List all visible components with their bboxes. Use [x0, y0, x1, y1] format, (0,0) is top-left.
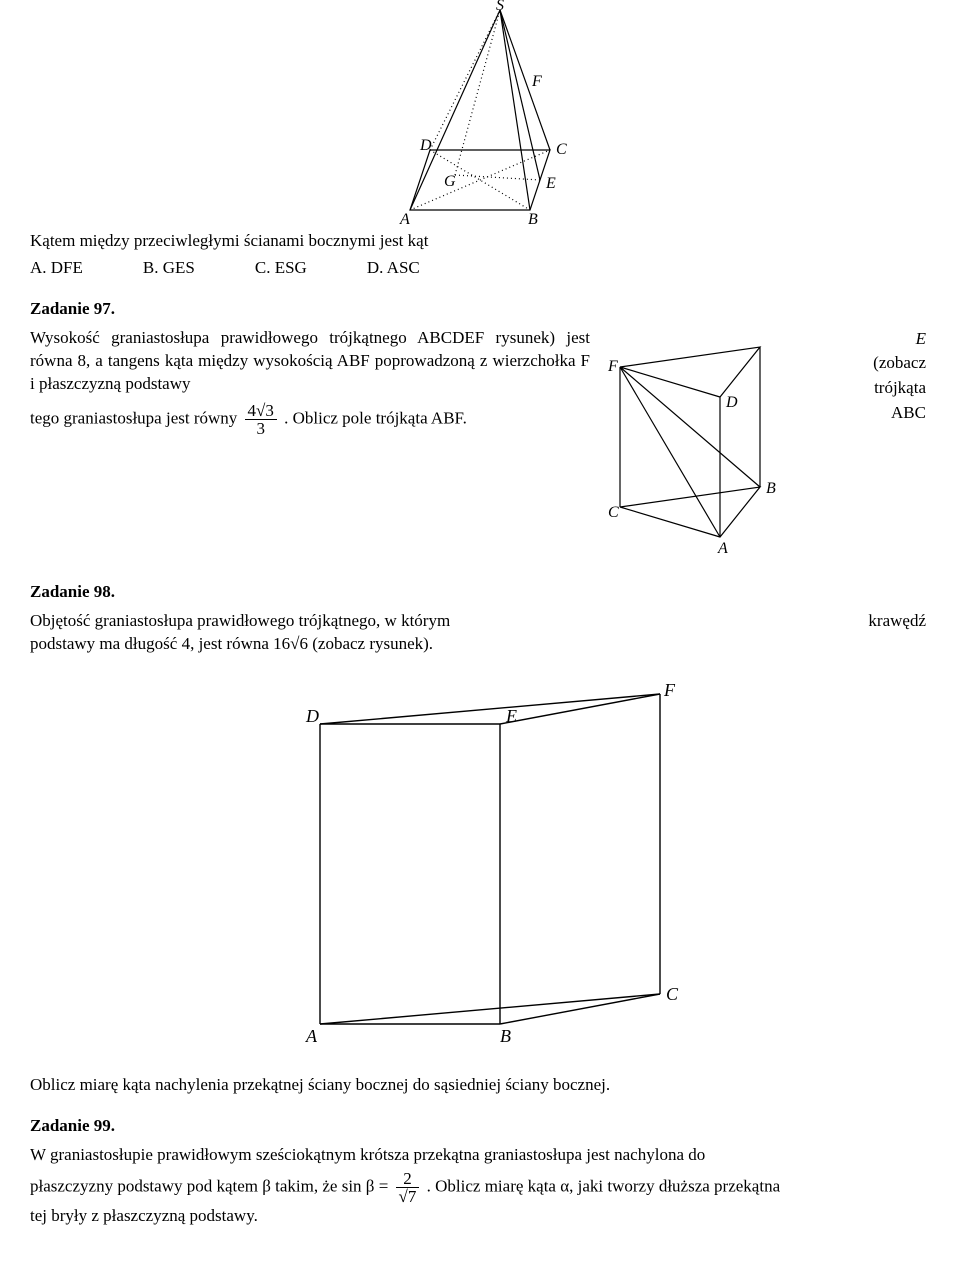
- p98-label-C: C: [666, 984, 679, 1004]
- p97-label-A: A: [717, 540, 728, 557]
- z97-heading: Zadanie 97.: [30, 298, 930, 321]
- figure-pyramid: S F D C G E A B: [360, 0, 600, 230]
- label-D: D: [419, 137, 432, 154]
- p98-label-B: B: [500, 1026, 511, 1046]
- figure-prism-97: F D C B A: [600, 327, 790, 557]
- z99-p3: tej bryły z płaszczyzną podstawy.: [30, 1205, 930, 1228]
- z99-p1: W graniastosłupie prawidłowym sześciokąt…: [30, 1144, 930, 1167]
- p97-label-C: C: [608, 504, 619, 521]
- mcq-opt-c: C. ESG: [255, 257, 307, 280]
- mcq-opt-d: D. ASC: [367, 257, 420, 280]
- z99-p2: płaszczyzny podstawy pod kątem β takim, …: [30, 1170, 930, 1205]
- p98-label-E: E: [505, 706, 517, 726]
- figure-prism-98: F D E C A B: [260, 664, 700, 1064]
- mcq-opt-a: A. DFE: [30, 257, 83, 280]
- p98-label-D: D: [305, 706, 319, 726]
- mcq-opt-b: B. GES: [143, 257, 195, 280]
- z98-heading: Zadanie 98.: [30, 581, 930, 604]
- mcq-options: A. DFE B. GES C. ESG D. ASC: [30, 257, 930, 280]
- p98-label-F: F: [663, 680, 676, 700]
- p98-label-A: A: [305, 1026, 318, 1046]
- label-C: C: [556, 141, 567, 158]
- p97-label-F: F: [607, 358, 618, 375]
- label-B: B: [528, 211, 538, 228]
- mcq-question: Kątem między przeciwległymi ścianami boc…: [30, 230, 930, 253]
- p97-label-D: D: [725, 394, 738, 411]
- z97-right-words: E (zobacz trójkąta ABC: [800, 327, 930, 426]
- p97-label-B: B: [766, 480, 776, 497]
- z99-heading: Zadanie 99.: [30, 1115, 930, 1138]
- label-S: S: [496, 0, 504, 14]
- z97-p1: Wysokość graniastosłupa prawidłowego tró…: [30, 327, 590, 396]
- label-G: G: [444, 173, 456, 190]
- z98-p1a: Objętość graniastosłupa prawidłowego tró…: [30, 610, 590, 633]
- z98-p1-right: krawędź: [590, 610, 930, 633]
- z98-p2: podstawy ma długość 4, jest równa 16√6 (…: [30, 633, 930, 656]
- label-F: F: [531, 73, 542, 90]
- z97-p2: tego graniastosłupa jest równy 4√3 3 . O…: [30, 402, 590, 437]
- label-E: E: [545, 175, 556, 192]
- label-A: A: [399, 211, 410, 228]
- z98-after: Oblicz miarę kąta nachylenia przekątnej …: [30, 1074, 930, 1097]
